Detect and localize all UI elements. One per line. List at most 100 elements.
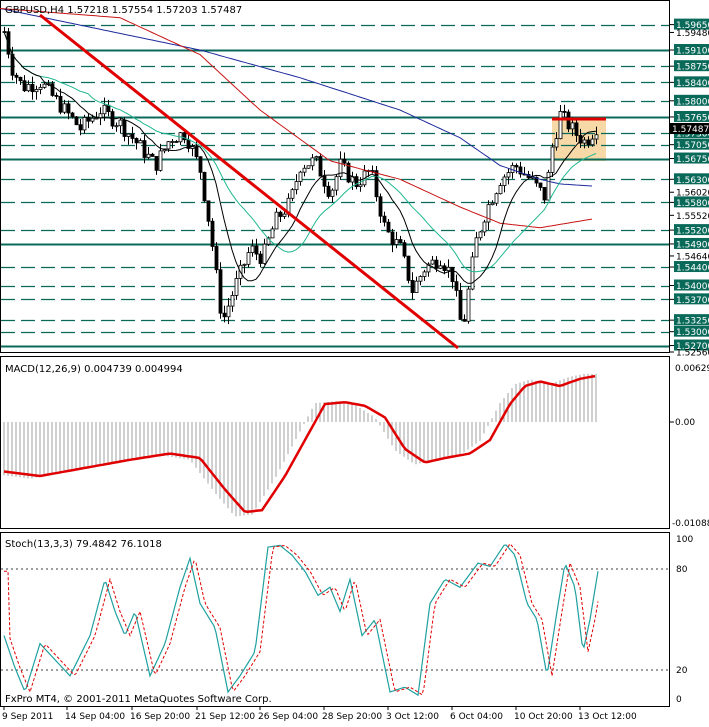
price-level-box bbox=[674, 196, 709, 208]
candle-body bbox=[478, 231, 483, 239]
candle-body bbox=[30, 84, 35, 93]
candle-body bbox=[302, 167, 307, 173]
candle-body bbox=[10, 53, 15, 76]
price-label: 1.52700 bbox=[676, 342, 709, 352]
candle-body bbox=[558, 111, 563, 140]
price-label: 1.54900 bbox=[676, 240, 709, 250]
candle-body bbox=[494, 193, 499, 204]
candle-body bbox=[106, 104, 111, 112]
price-label: 1.58750 bbox=[676, 63, 709, 73]
candle-body bbox=[134, 138, 139, 144]
candle-body bbox=[542, 187, 547, 201]
price-label: 1.58000 bbox=[676, 97, 709, 107]
candle-body bbox=[354, 176, 359, 188]
candle-body bbox=[114, 125, 119, 128]
candle-body bbox=[482, 221, 487, 233]
candle-body bbox=[38, 86, 43, 90]
candle-body bbox=[466, 288, 471, 322]
candle-body bbox=[138, 140, 143, 144]
price-level-box bbox=[674, 60, 709, 72]
stoch-label-20: 20 bbox=[676, 666, 688, 676]
ma-red-line bbox=[0, 8, 593, 229]
price-label: 1.54640 bbox=[676, 252, 709, 262]
candle-body bbox=[550, 146, 555, 173]
candle-body bbox=[318, 156, 323, 177]
price-level-box bbox=[674, 138, 709, 150]
price-label: 1.55200 bbox=[676, 227, 709, 237]
candle-body bbox=[262, 243, 267, 264]
candle-body bbox=[270, 228, 275, 239]
candle-body bbox=[334, 176, 339, 191]
candle-body bbox=[158, 150, 163, 171]
candle-body bbox=[470, 256, 475, 290]
candle-body bbox=[450, 266, 455, 283]
stoch-label-100: 100 bbox=[676, 535, 693, 545]
candle-body bbox=[346, 162, 351, 183]
candle-body bbox=[154, 156, 159, 171]
candle-body bbox=[210, 220, 215, 247]
price-level-box bbox=[674, 237, 709, 249]
candle-body bbox=[218, 269, 223, 314]
candle-body bbox=[82, 117, 87, 131]
candle-body bbox=[34, 89, 39, 93]
candle-body bbox=[446, 266, 451, 272]
candle-body bbox=[434, 259, 439, 269]
stoch-title: Stoch(13,3,3) 79.4842 76.1018 bbox=[5, 539, 162, 550]
chart-title: GBPUSD,H4 1.57218 1.57554 1.57203 1.5748… bbox=[5, 5, 242, 16]
moving-averages bbox=[0, 8, 597, 284]
candle-body bbox=[378, 196, 383, 217]
price-level-box bbox=[674, 110, 709, 122]
candle-body bbox=[590, 138, 595, 146]
candle-body bbox=[518, 166, 523, 175]
candle-body bbox=[50, 83, 55, 96]
time-label: 3 Oct 12:00 bbox=[386, 712, 439, 722]
candle-body bbox=[170, 141, 175, 143]
candle-body bbox=[310, 157, 315, 167]
candle-body bbox=[74, 116, 79, 126]
trend-line-down[interactable] bbox=[39, 13, 459, 350]
candle-body bbox=[174, 141, 179, 143]
price-label: 1.58400 bbox=[676, 79, 709, 89]
stoch-main-line bbox=[3, 544, 599, 697]
price-level-box bbox=[674, 339, 709, 351]
price-level-box bbox=[674, 224, 709, 236]
candle-body bbox=[514, 165, 519, 168]
time-label: 10 Oct 20:00 bbox=[514, 712, 573, 722]
candle-body bbox=[578, 135, 583, 144]
candle-body bbox=[250, 245, 255, 254]
macd-label-max: 0.00629 bbox=[675, 364, 709, 374]
current-price-marker bbox=[670, 123, 709, 134]
candle-body bbox=[330, 189, 335, 197]
price-level-box bbox=[674, 173, 709, 185]
candle-body bbox=[150, 153, 155, 157]
candle-body bbox=[322, 175, 327, 187]
candle-body bbox=[202, 171, 207, 202]
candle-body bbox=[410, 280, 415, 294]
price-label: 1.57650 bbox=[676, 113, 709, 123]
candle-body bbox=[438, 265, 443, 269]
candle-body bbox=[498, 185, 503, 195]
candlesticks bbox=[2, 26, 599, 325]
time-label: 16 Sep 20:00 bbox=[130, 712, 190, 722]
price-level-box bbox=[674, 152, 709, 164]
candle-body bbox=[562, 111, 567, 113]
price-label: 1.56750 bbox=[676, 155, 709, 165]
candle-body bbox=[314, 156, 319, 159]
candle-body bbox=[582, 139, 587, 144]
price-label: 1.55520 bbox=[676, 212, 709, 222]
candle-body bbox=[402, 242, 407, 257]
price-label: 1.56020 bbox=[676, 189, 709, 199]
candle-body bbox=[246, 252, 251, 265]
candle-body bbox=[386, 221, 391, 233]
main-panel-frame bbox=[0, 0, 670, 353]
candle-body bbox=[458, 290, 463, 320]
candle-body bbox=[374, 170, 379, 198]
candle-body bbox=[546, 171, 551, 201]
candle-body bbox=[198, 156, 203, 173]
stoch-panel-frame bbox=[0, 532, 670, 707]
candle-body bbox=[422, 271, 427, 277]
candle-body bbox=[298, 171, 303, 182]
price-label: 1.59650 bbox=[676, 21, 709, 31]
